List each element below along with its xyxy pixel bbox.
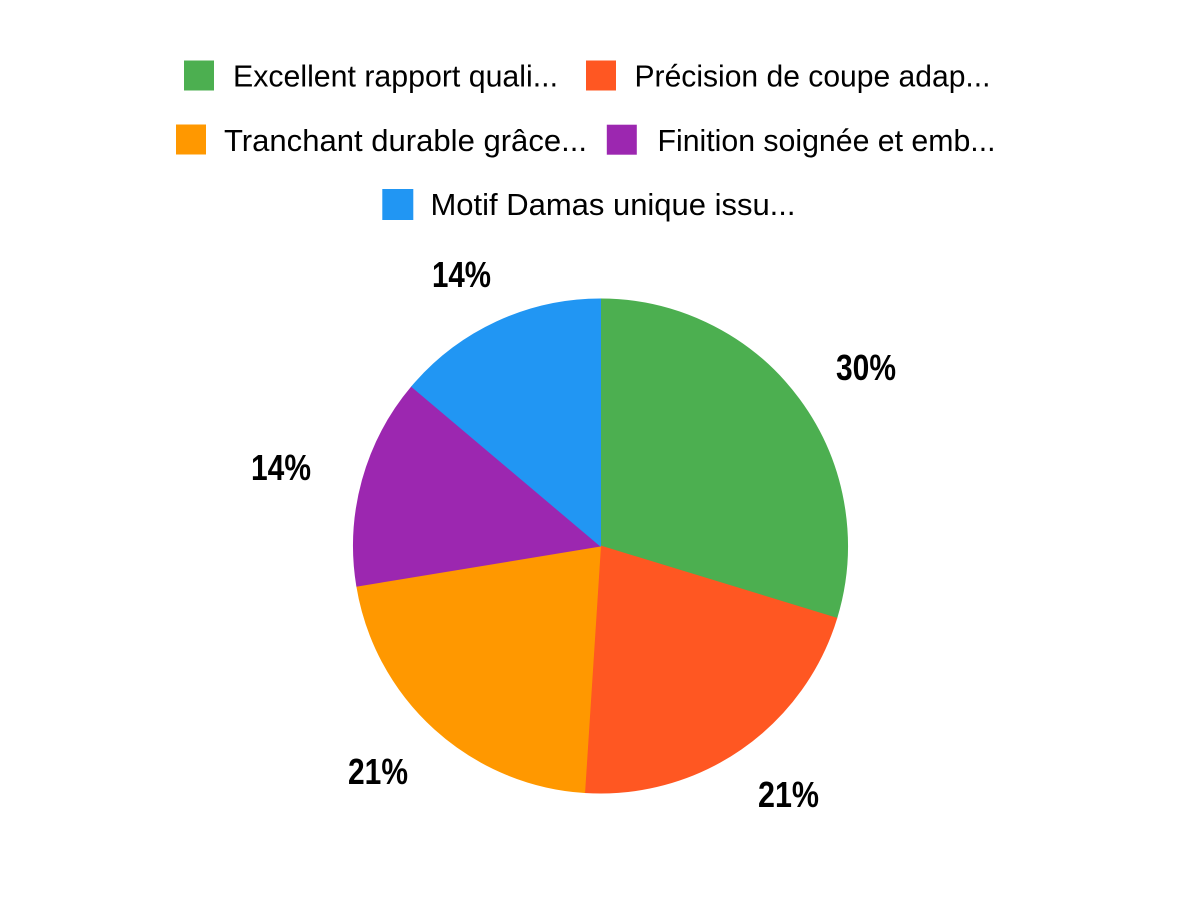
svg-text:21%: 21% xyxy=(348,751,408,792)
svg-text:Finition soignée et emb...: Finition soignée et emb... xyxy=(658,123,996,158)
svg-text:Précision de coupe adap...: Précision de coupe adap... xyxy=(635,59,991,94)
svg-text:21%: 21% xyxy=(758,774,819,815)
svg-text:Excellent rapport quali...: Excellent rapport quali... xyxy=(233,59,558,94)
svg-text:14%: 14% xyxy=(432,254,491,295)
svg-text:14%: 14% xyxy=(251,447,311,488)
svg-text:Motif Damas unique issu...: Motif Damas unique issu... xyxy=(431,187,796,222)
svg-text:30%: 30% xyxy=(836,347,896,388)
svg-text:Tranchant durable grâce...: Tranchant durable grâce... xyxy=(224,123,587,158)
